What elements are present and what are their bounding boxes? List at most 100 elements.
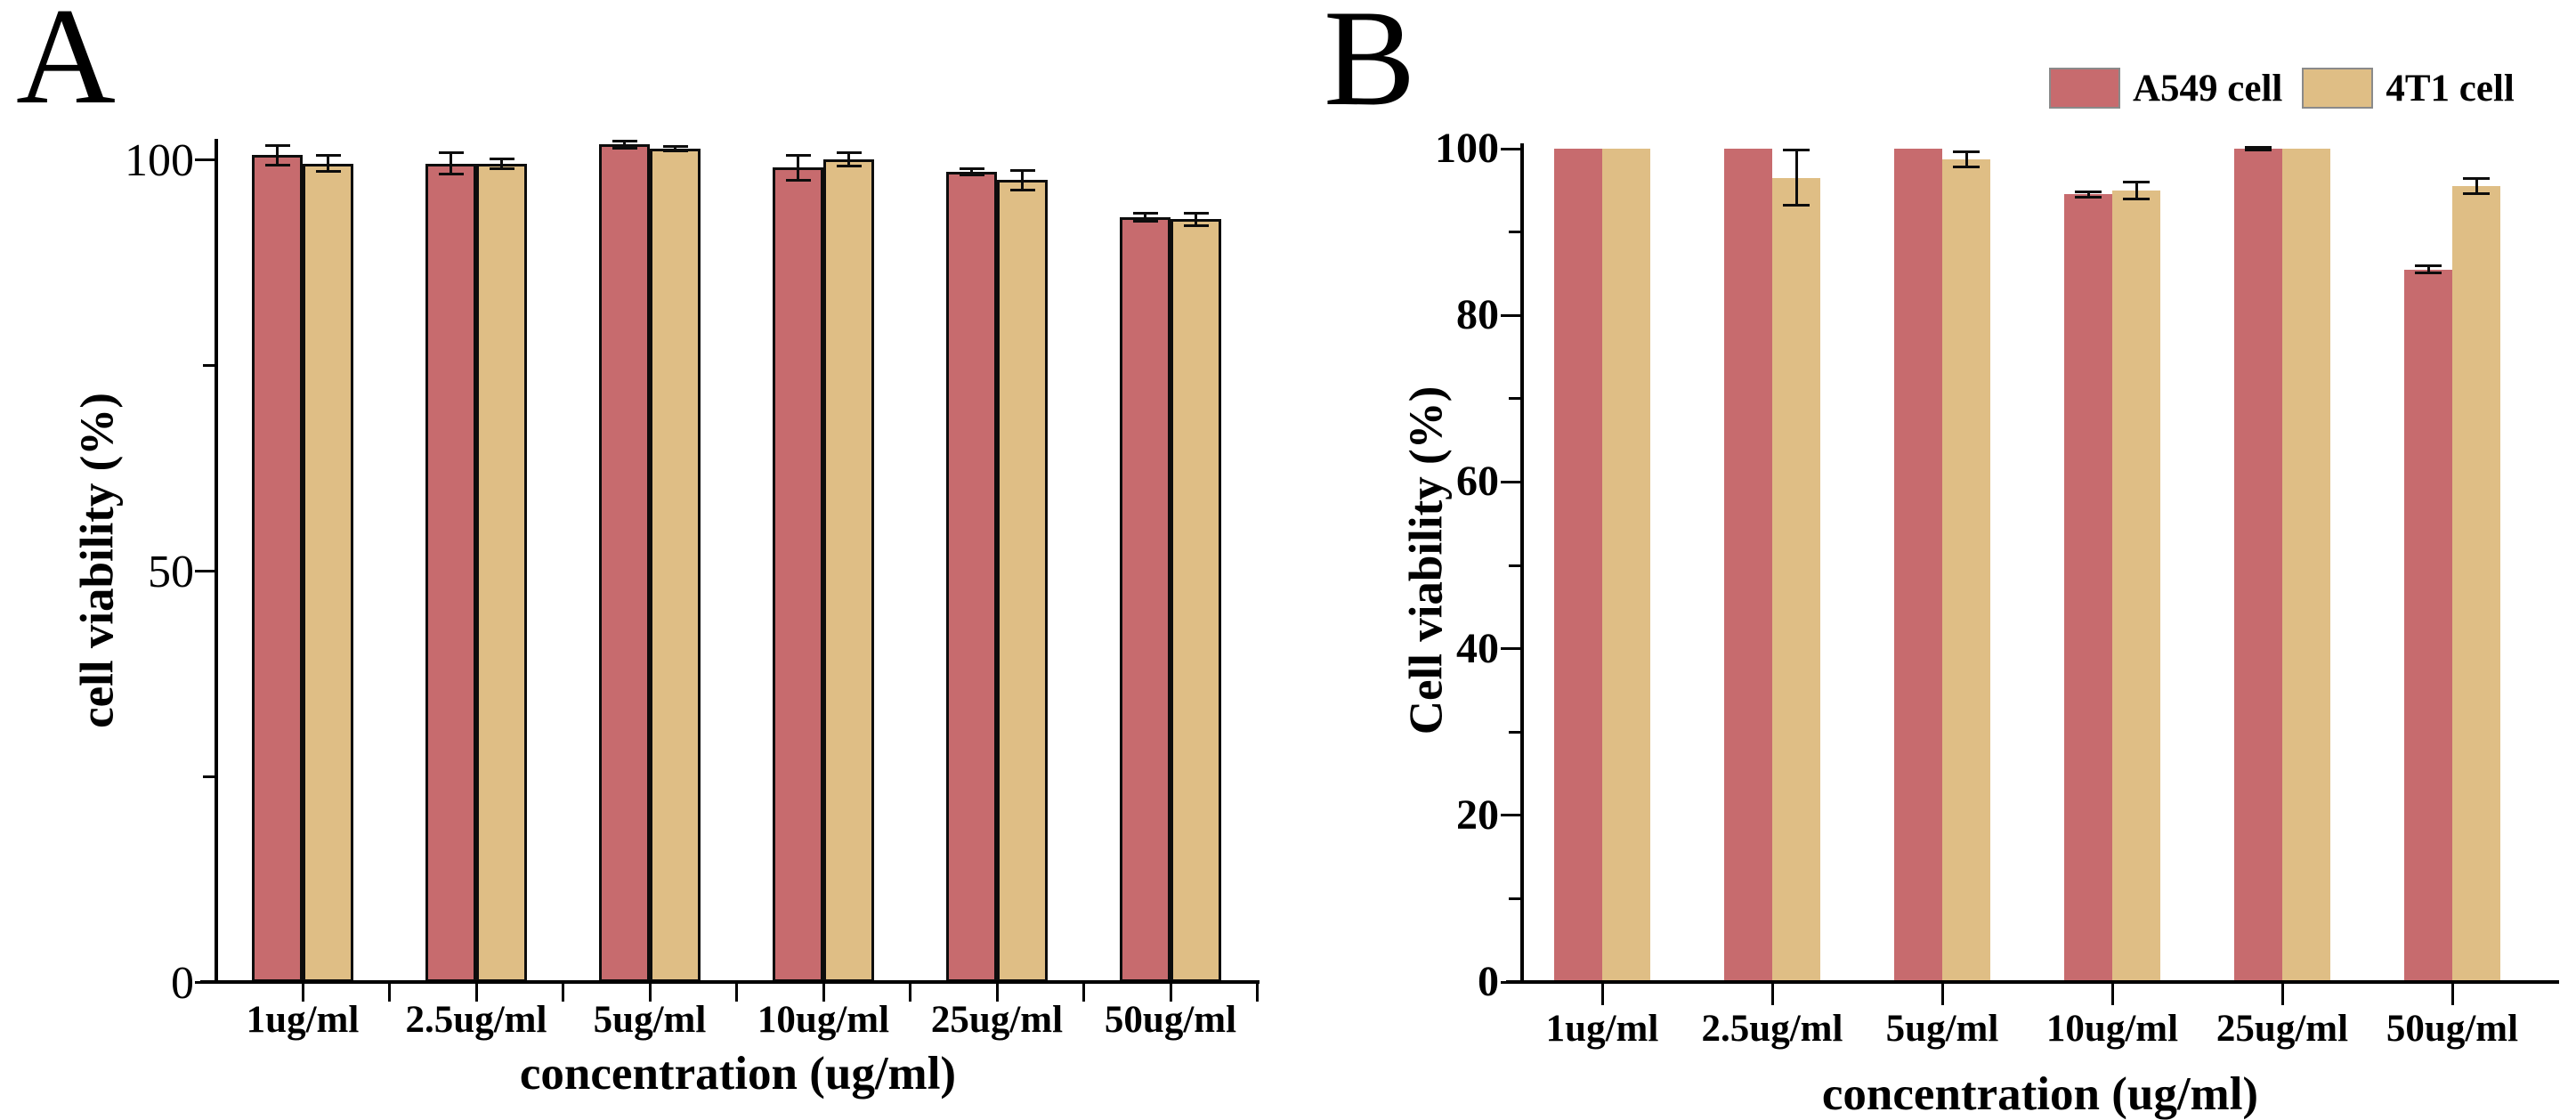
panel-b-error-bar	[1794, 150, 1798, 206]
panel-a-bar-4t1-2.5ug/ml	[476, 163, 527, 982]
panel-a-category-label-1ug/ml: 1ug/ml	[246, 999, 360, 1041]
panel-a-error-bar	[1144, 213, 1146, 222]
panel-a-error-cap-bottom	[785, 178, 811, 182]
panel-a-y-tick-label: 50	[148, 547, 194, 597]
panel-b-error-cap-top	[2463, 177, 2490, 181]
panel-b-error-bar	[1964, 151, 1968, 167]
panel-a-error-cap-bottom	[1183, 224, 1209, 228]
panel-a-error-cap-top	[438, 151, 464, 155]
panel-a-category-label-10ug/ml: 10ug/ml	[757, 999, 890, 1041]
panel-b-category-label-50ug/ml: 50ug/ml	[2386, 1008, 2519, 1050]
panel-a-bar-4t1-10ug/ml	[823, 159, 874, 982]
panel-a-y-minor-tick	[203, 775, 215, 778]
panel-b-bar-4t1-5ug/ml	[1942, 159, 1990, 982]
panel-b-y-major-tick	[1501, 647, 1520, 651]
panel-b-error-cap-bottom	[1953, 166, 1980, 169]
panel-b-error-cap-bottom	[2463, 192, 2490, 196]
panel-b-category-label-10ug/ml: 10ug/ml	[2045, 1008, 2179, 1050]
panel-b-y-tick-label: 60	[1456, 458, 1499, 506]
panel-b-category-label-25ug/ml: 25ug/ml	[2216, 1008, 2349, 1050]
panel-b-x-tick	[2280, 984, 2284, 1005]
panel-b-error-bar	[2135, 182, 2138, 199]
panel-b-y-minor-tick	[1509, 730, 1520, 734]
panel-b-category-label-2.5ug/ml: 2.5ug/ml	[1701, 1008, 1843, 1050]
panel-a-x-tick	[1169, 984, 1172, 1002]
panel-a-x-boundary-tick	[1256, 984, 1259, 1002]
panel-b-category-label-1ug/ml: 1ug/ml	[1545, 1008, 1659, 1050]
panel-a-y-major-tick	[195, 569, 215, 572]
panel-b-error-cap-top	[2245, 145, 2272, 149]
panel-b-y-major-tick	[1501, 313, 1520, 317]
legend-item-4t1: 4T1 cell	[2302, 68, 2515, 109]
panel-b-error-cap-bottom	[2245, 149, 2272, 152]
panel-b-x-axis-title: concentration (ug/ml)	[1821, 1068, 2259, 1120]
panel-b-error-bar	[2426, 265, 2430, 273]
panel-a-bar-a549-5ug/ml	[599, 144, 650, 982]
panel-a-y-axis-title: cell viability (%)	[71, 393, 124, 728]
panel-a-error-cap-top	[1132, 211, 1158, 215]
panel-b-x-tick	[1940, 984, 1944, 1005]
panel-b-bar-a549-25ug/ml	[2234, 149, 2282, 982]
panel-b-y-major-tick	[1501, 480, 1520, 483]
panel-a-category-label-5ug/ml: 5ug/ml	[593, 999, 707, 1041]
panel-b-error-cap-bottom	[2415, 271, 2442, 274]
panel-b-error-cap-bottom	[2123, 197, 2150, 200]
panel-a-category-label-2.5ug/ml: 2.5ug/ml	[405, 999, 547, 1041]
panel-a-error-cap-bottom	[836, 164, 862, 167]
panel-b-y-minor-tick	[1509, 397, 1520, 401]
panel-b-bar-4t1-2.5ug/ml	[1772, 177, 1820, 982]
panel-a-error-bar	[1021, 170, 1024, 191]
panel-a-error-cap-bottom	[612, 146, 637, 150]
panel-a-error-cap-top	[662, 144, 688, 148]
panel-a-error-bar	[623, 141, 626, 149]
panel-a-error-cap-top	[785, 153, 811, 157]
panel-a-x-tick	[995, 984, 999, 1002]
panel-a-error-bar	[327, 155, 329, 172]
panel-b-y-axis	[1520, 143, 1524, 984]
a549-legend-label: A549 cell	[2133, 67, 2283, 110]
panel-b-error-cap-top	[2415, 264, 2442, 268]
panel-a-error-bar	[674, 146, 676, 151]
panel-b-error-cap-top	[1783, 149, 1810, 152]
panel-b-error-cap-top	[2123, 180, 2150, 183]
panel-a-error-cap-top	[489, 157, 514, 160]
panel-b-y-axis-title: Cell viability (%)	[1400, 386, 1453, 735]
panel-b-y-tick-label: 40	[1456, 624, 1499, 672]
panel-a-x-tick	[648, 984, 652, 1002]
panel-a-bar-4t1-1ug/ml	[303, 163, 353, 982]
panel-a-y-minor-tick	[203, 363, 215, 367]
panel-a-error-cap-top	[1009, 168, 1035, 172]
panel-a-x-boundary-tick	[735, 984, 738, 1002]
panel-b-error-bar	[2086, 191, 2090, 198]
panel-a-error-bar	[500, 158, 503, 169]
panel-a-error-cap-top	[836, 151, 862, 155]
panel-b-x-tick	[1600, 984, 1604, 1005]
panel-b-error-cap-top	[2075, 191, 2102, 194]
panel-a-letter: A	[16, 0, 116, 133]
panel-a-error-cap-top	[612, 140, 637, 143]
a549-legend-swatch	[2049, 68, 2120, 109]
panel-a-bar-4t1-5ug/ml	[650, 148, 701, 982]
panel-b-y-tick-label: 20	[1456, 791, 1499, 839]
4t1-legend-swatch	[2302, 68, 2374, 109]
panel-a-error-cap-bottom	[264, 163, 290, 166]
panel-b-bar-a549-10ug/ml	[2064, 194, 2112, 982]
panel-a-bar-a549-10ug/ml	[773, 167, 823, 982]
panel-a-category-label-25ug/ml: 25ug/ml	[930, 999, 1064, 1041]
4t1-legend-label: 4T1 cell	[2386, 67, 2515, 110]
panel-a-x-boundary-tick	[388, 984, 391, 1002]
panel-a-error-cap-top	[315, 153, 341, 157]
panel-a-x-axis	[200, 980, 1260, 984]
panel-a-y-major-tick	[195, 158, 215, 161]
panel-b-y-minor-tick	[1509, 231, 1520, 234]
panel-b-bar-4t1-50ug/ml	[2452, 186, 2500, 982]
panel-a-error-bar	[847, 152, 850, 166]
panel-a-x-tick	[822, 984, 825, 1002]
panel-a-error-bar	[797, 155, 799, 181]
panel-b-bar-a549-50ug/ml	[2404, 269, 2452, 982]
panel-b-y-minor-tick	[1509, 564, 1520, 567]
panel-b-error-cap-bottom	[2075, 195, 2102, 199]
panel-b-bar-4t1-10ug/ml	[2112, 190, 2160, 982]
panel-b-letter: B	[1324, 0, 1416, 134]
